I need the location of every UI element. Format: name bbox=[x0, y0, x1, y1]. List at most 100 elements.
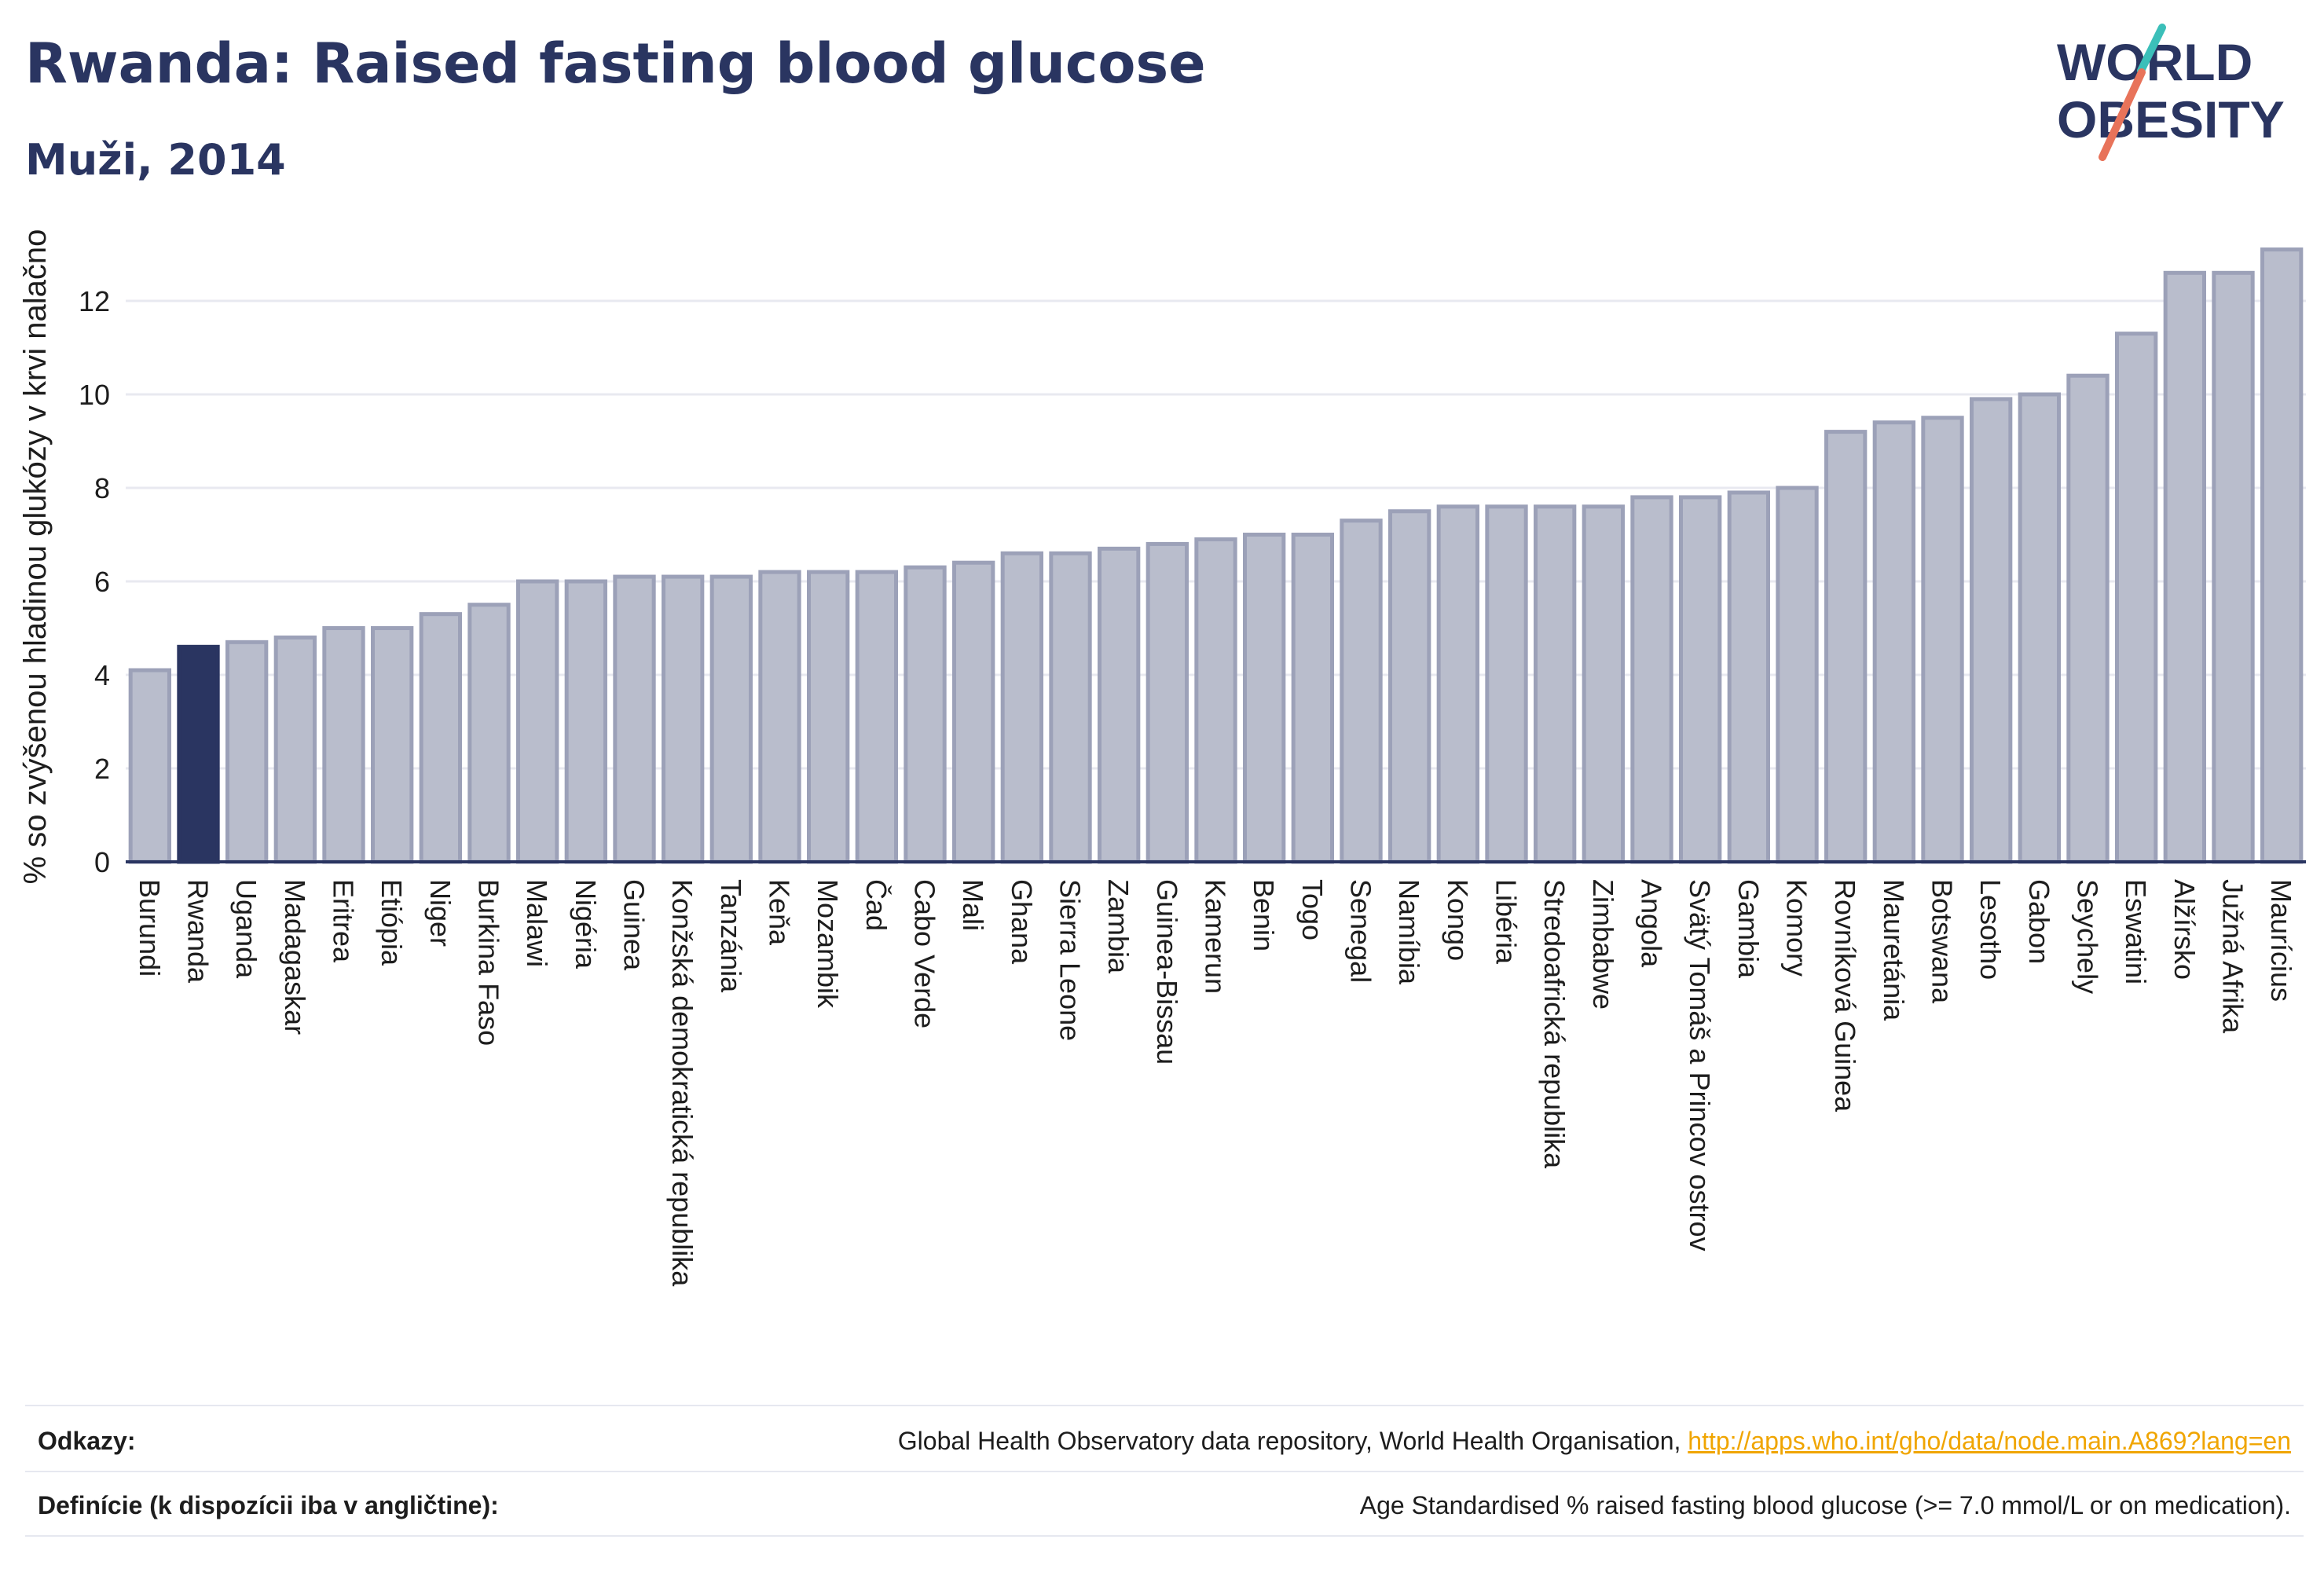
x-tick-label: Maurícius bbox=[2265, 879, 2297, 1002]
x-tick-label: Mozambik bbox=[812, 879, 844, 1009]
bar bbox=[662, 574, 705, 864]
x-tick-label: Sierra Leone bbox=[1054, 879, 1087, 1041]
x-tick-label: Eswatini bbox=[2120, 879, 2152, 984]
x-tick-label: Guinea bbox=[618, 879, 651, 971]
bar bbox=[1291, 533, 1334, 864]
y-tick-label: 12 bbox=[79, 285, 110, 317]
references-row: Odkazy: Global Health Observatory data r… bbox=[25, 1409, 2304, 1472]
bar bbox=[1049, 551, 1092, 864]
y-tick-label: 2 bbox=[94, 753, 110, 785]
definitions-row: Definície (k dispozícii iba v angličtine… bbox=[25, 1474, 2304, 1537]
x-tick-label: Benin bbox=[1248, 879, 1280, 951]
x-tick-label: Botswana bbox=[1926, 879, 1959, 1004]
bar bbox=[1921, 416, 1964, 864]
footer-divider-bottom bbox=[25, 1535, 2304, 1537]
x-tick-label: Gambia bbox=[1732, 879, 1765, 979]
x-tick-label: Lesotho bbox=[1974, 879, 2007, 980]
bar bbox=[128, 668, 172, 864]
y-tick-label: 8 bbox=[94, 472, 110, 504]
x-tick-label: Nigéria bbox=[570, 879, 602, 969]
references-value: Global Health Observatory data repositor… bbox=[898, 1427, 2304, 1456]
x-tick-label: Svätý Tomáš a Princov ostrov bbox=[1684, 879, 1716, 1252]
bar-chart: 0 2 4 6 8 10 12 Burundi Rwanda Uganda Madagaskar Er… bbox=[18, 229, 2306, 1287]
bar bbox=[225, 640, 269, 864]
bar bbox=[1872, 420, 1916, 864]
bar bbox=[613, 574, 656, 864]
y-tick-label: 4 bbox=[94, 659, 110, 691]
logo-slash-orange bbox=[2099, 68, 2146, 161]
x-tick-label: Mauretánia bbox=[1878, 879, 1910, 1021]
footer-divider-top bbox=[25, 1405, 2304, 1406]
x-tick-label: Namíbia bbox=[1393, 879, 1425, 985]
bar bbox=[1436, 504, 1479, 864]
bar bbox=[2260, 247, 2304, 864]
bar bbox=[1776, 486, 1819, 864]
bar bbox=[1194, 537, 1237, 864]
bar bbox=[855, 570, 898, 864]
logo-text-obesity: OBESITY bbox=[2057, 90, 2285, 148]
bar bbox=[2115, 332, 2158, 864]
bar bbox=[467, 603, 511, 864]
x-tick-label: Angola bbox=[1636, 879, 1668, 968]
bar bbox=[807, 570, 850, 864]
definitions-label: Definície (k dispozícii iba v angličtine… bbox=[38, 1490, 499, 1519]
bar bbox=[2163, 270, 2207, 864]
x-tick-label: Cabo Verde bbox=[909, 879, 941, 1028]
x-tick-label: Burkina Faso bbox=[473, 879, 505, 1046]
references-text: Global Health Observatory data repositor… bbox=[897, 1426, 1688, 1455]
bar bbox=[564, 579, 608, 864]
x-tick-label: Zambia bbox=[1102, 879, 1135, 974]
bar bbox=[1388, 509, 1431, 864]
x-tick-label: Senegal bbox=[1345, 879, 1377, 983]
bar bbox=[1146, 541, 1189, 864]
x-tick-label: Niger bbox=[424, 879, 456, 947]
x-tick-label: Libéria bbox=[1490, 879, 1523, 965]
definitions-value: Age Standardised % raised fasting blood … bbox=[1359, 1490, 2291, 1519]
bar bbox=[1243, 533, 1286, 864]
bar bbox=[2212, 270, 2255, 864]
x-tick-label: Guinea-Bissau bbox=[1151, 879, 1183, 1065]
x-tick-label: Malawi bbox=[521, 879, 553, 967]
bar bbox=[758, 570, 801, 864]
x-tick-label: Zimbabwe bbox=[1587, 879, 1619, 1010]
bar bbox=[1485, 504, 1528, 864]
bar bbox=[1679, 495, 1722, 864]
chart-title: Rwanda: Raised fasting blood glucose bbox=[25, 31, 1206, 96]
chart-subtitle: Muži, 2014 bbox=[25, 135, 286, 185]
footer-divider-middle bbox=[25, 1471, 2304, 1472]
x-tick-label: Kamerun bbox=[1200, 879, 1232, 994]
bar bbox=[1534, 504, 1577, 864]
bar bbox=[1582, 504, 1625, 864]
y-tick-label: 10 bbox=[79, 379, 110, 411]
references-label: Odkazy: bbox=[38, 1426, 136, 1455]
bar bbox=[904, 565, 947, 864]
x-tick-label: Seychely bbox=[2072, 879, 2104, 994]
x-tick-label: Konžská demokratická republika bbox=[666, 879, 698, 1287]
bar bbox=[1000, 551, 1043, 864]
logo-slash-teal bbox=[2137, 24, 2166, 75]
bar bbox=[709, 574, 753, 864]
bar bbox=[1630, 495, 1673, 864]
x-tick-label: Mali bbox=[957, 879, 989, 931]
bar bbox=[516, 579, 559, 864]
x-tick-label: Tanzánia bbox=[715, 879, 747, 993]
bars bbox=[128, 247, 2304, 864]
bar bbox=[419, 612, 463, 864]
bar bbox=[1824, 430, 1868, 864]
bar bbox=[322, 626, 365, 864]
world-obesity-logo: WORLD OBESITY bbox=[2057, 24, 2285, 161]
x-tick-label: Keňa bbox=[764, 879, 796, 946]
y-tick-label: 0 bbox=[94, 846, 110, 878]
x-tick-label: Etiópia bbox=[376, 879, 408, 966]
x-tick-label: Alžírsko bbox=[2168, 879, 2201, 980]
x-tick-label: Rwanda bbox=[182, 879, 214, 984]
y-axis-label: % so zvýšenou hladinou glukózy v krvi na… bbox=[18, 229, 53, 885]
bar bbox=[1340, 519, 1383, 864]
x-tick-label: Kongo bbox=[1442, 879, 1474, 961]
x-tick-label: Madagaskar bbox=[279, 879, 311, 1035]
x-tick-label: Južná Afrika bbox=[2217, 879, 2249, 1034]
x-tick-label: Čad bbox=[860, 879, 893, 931]
bar bbox=[273, 635, 317, 864]
x-tick-label: Rovníková Guinea bbox=[1829, 879, 1861, 1112]
references-link[interactable]: http://apps.who.int/gho/data/node.main.A… bbox=[1688, 1426, 2291, 1455]
